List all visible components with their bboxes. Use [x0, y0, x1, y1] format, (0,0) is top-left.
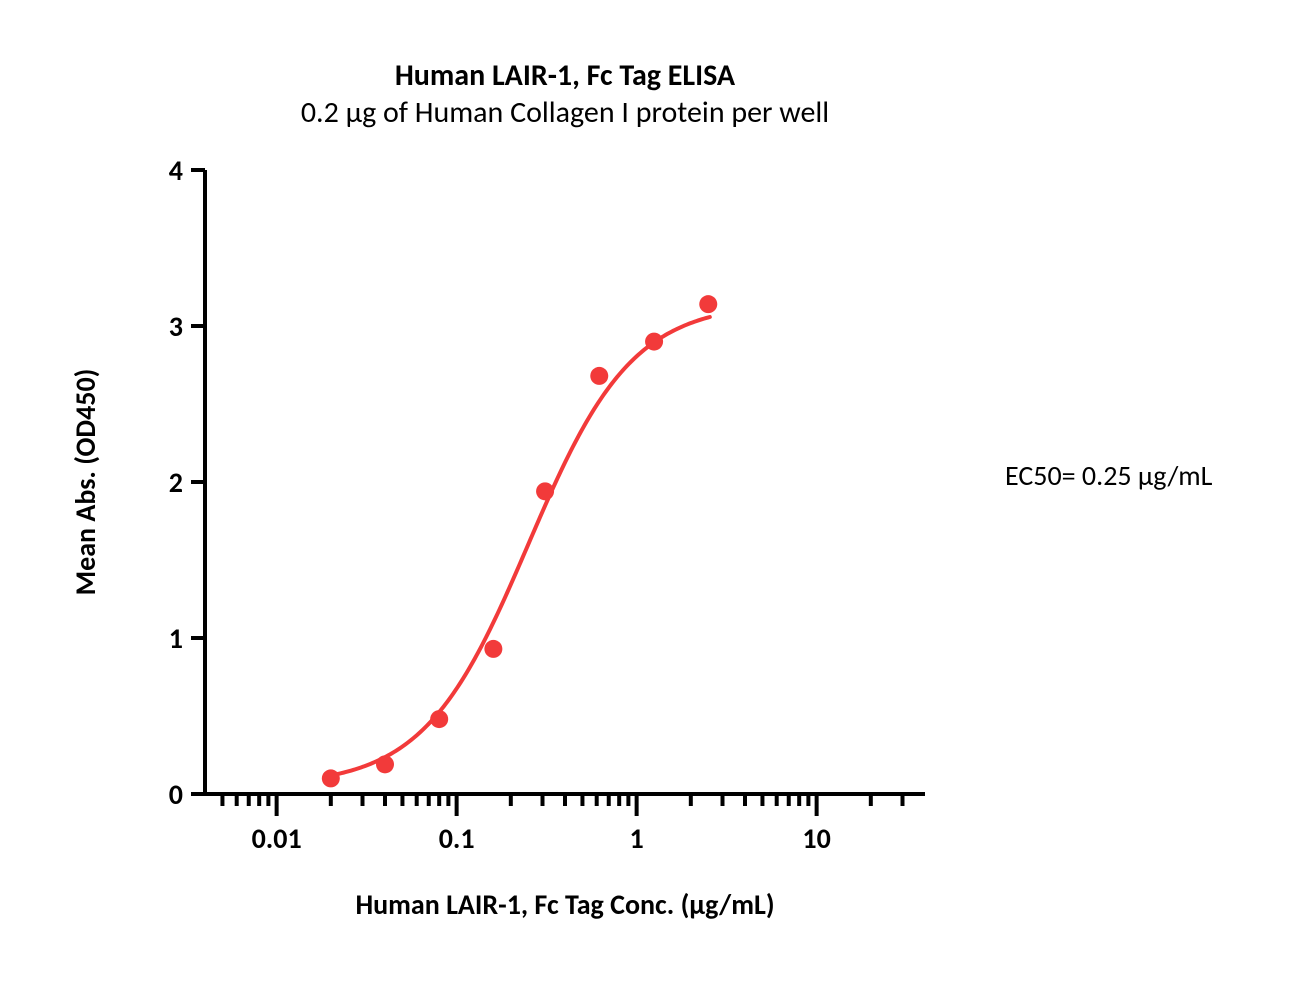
- ec50-annotation: EC50= 0.25 μg/mL: [1005, 458, 1213, 493]
- x-tick-label: 0.1: [439, 821, 475, 856]
- data-point: [376, 755, 394, 773]
- data-point: [645, 333, 663, 351]
- x-tick-label: 0.01: [252, 821, 302, 856]
- data-point: [430, 710, 448, 728]
- data-point: [699, 295, 717, 313]
- data-point: [484, 640, 502, 658]
- chart-container: Human LAIR-1, Fc Tag ELISA0.2 μg of Huma…: [0, 0, 1316, 981]
- chart-title-line1: Human LAIR-1, Fc Tag ELISA: [395, 57, 736, 94]
- y-tick-label: 2: [169, 465, 183, 500]
- y-tick-label: 3: [169, 309, 183, 344]
- data-point: [536, 482, 554, 500]
- data-point: [322, 769, 340, 787]
- chart-title-line2: 0.2 μg of Human Collagen I protein per w…: [301, 94, 829, 131]
- y-tick-label: 0: [169, 777, 183, 812]
- y-axis-label: Mean Abs. (OD450): [68, 369, 103, 596]
- x-tick-label: 10: [802, 821, 830, 856]
- y-tick-label: 4: [169, 153, 183, 188]
- y-tick-label: 1: [169, 621, 183, 656]
- data-point: [590, 367, 608, 385]
- x-axis-label: Human LAIR-1, Fc Tag Conc. (μg/mL): [355, 887, 774, 922]
- x-tick-label: 1: [630, 821, 644, 856]
- elisa-chart: Human LAIR-1, Fc Tag ELISA0.2 μg of Huma…: [0, 0, 1316, 981]
